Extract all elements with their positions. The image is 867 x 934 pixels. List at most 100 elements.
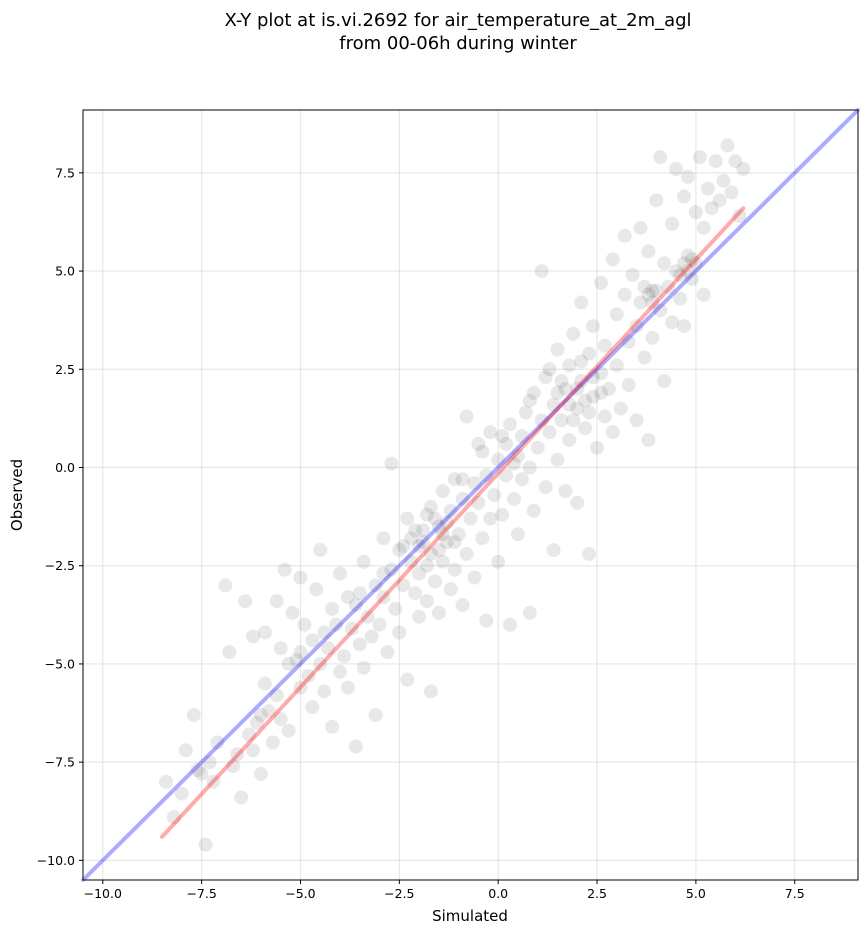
scatter-point (621, 334, 636, 349)
scatter-point (230, 747, 245, 762)
scatter-point (463, 511, 478, 526)
scatter-point (313, 543, 328, 557)
scatter-point (522, 460, 537, 475)
scatter-point (281, 656, 296, 671)
scatter-point (673, 268, 688, 282)
scatter-point (420, 507, 435, 522)
scatter-point (653, 303, 668, 318)
scatter-point (503, 617, 518, 632)
scatter-point (416, 523, 431, 538)
scatter-point (605, 252, 620, 267)
scatter-point (574, 354, 589, 369)
scatter-point (439, 515, 454, 530)
x-axis-label: Simulated (432, 907, 508, 925)
y-tick-label: 5.0 (55, 264, 75, 279)
scatter-point (159, 774, 174, 789)
scatter-point (645, 295, 660, 310)
scatter-point (582, 405, 597, 420)
scatter-point (590, 440, 605, 455)
scatter-point (696, 287, 711, 302)
scatter-point (574, 374, 589, 389)
y-tick-label: −7.5 (45, 755, 75, 770)
scatter-point (728, 154, 743, 169)
scatter-point (499, 436, 514, 451)
scatter-point (534, 413, 549, 428)
scatter-point (522, 393, 537, 408)
scatter-point (673, 291, 688, 306)
scatter-point (234, 790, 249, 805)
scatter-point (582, 346, 597, 361)
y-tick-label: −5.0 (45, 656, 75, 671)
scatter-point (333, 664, 348, 679)
scatter-point (546, 397, 561, 412)
scatter-point (257, 676, 272, 691)
scatter-point (301, 668, 316, 683)
scatter-point (491, 554, 506, 569)
scatter-point (495, 429, 510, 444)
scatter-point (649, 193, 664, 208)
scatter-point (510, 527, 525, 542)
y-tick-label: 0.0 (55, 460, 75, 475)
scatter-point (696, 220, 711, 235)
scatter-point (269, 594, 284, 609)
scatter-point (601, 381, 616, 396)
scatter-point (649, 283, 664, 298)
scatter-point (479, 468, 494, 483)
scatter-point (178, 743, 193, 758)
scatter-point (629, 319, 644, 334)
scatter-point (408, 586, 423, 601)
scatter-point (562, 433, 577, 447)
scatter-point (336, 649, 351, 664)
scatter-point (447, 562, 462, 577)
axis-ticks: −10.0 −7.5 −5.0 −2.5 0.0 2.5 5.0 7.5 −10.0 −7.5 −5… (37, 165, 805, 901)
scatter-point (431, 519, 446, 534)
scatter-point (669, 264, 684, 279)
scatter-point (238, 594, 253, 609)
scatter-point (257, 625, 272, 640)
scatter-point (166, 810, 181, 825)
scatter-point (427, 511, 442, 526)
scatter-point (435, 484, 450, 499)
scatter-point (684, 271, 699, 286)
scatter-point (732, 209, 747, 224)
scatter-point (633, 220, 648, 235)
scatter-point (506, 491, 521, 506)
scatter-point (273, 711, 288, 726)
scatter-point (629, 413, 644, 428)
scatter-point (562, 358, 577, 373)
scatter-point (352, 586, 367, 601)
scatter-point (309, 582, 324, 597)
scatter-point (384, 456, 399, 471)
scatter-point (550, 342, 565, 357)
scatter-point (246, 743, 261, 758)
scatter-point (597, 338, 612, 353)
scatter-point (253, 708, 268, 722)
scatter-point (641, 287, 656, 302)
scatter-point (455, 472, 470, 487)
scatter-point (269, 688, 284, 703)
scatter-point (297, 617, 312, 632)
scatter-point (226, 759, 241, 774)
scatter-point (597, 409, 612, 424)
y-tick-label: −10.0 (37, 853, 75, 868)
scatter-point (198, 837, 213, 852)
scatter-point (439, 535, 454, 550)
scatter-point (325, 601, 340, 616)
scatter-point (431, 605, 446, 620)
plot-frame (82, 109, 859, 881)
scatter-point (574, 295, 589, 310)
scatter-point (720, 138, 735, 153)
scatter-point (431, 543, 446, 557)
scatter-point (680, 264, 695, 279)
scatter-point (641, 244, 656, 259)
scatter-point (506, 456, 521, 471)
scatter-point (680, 248, 695, 263)
scatter-point (451, 527, 466, 542)
scatter-point (704, 201, 719, 216)
scatter-point (700, 181, 715, 196)
scatter-point (684, 252, 699, 267)
scatter-point (657, 256, 672, 271)
scatter-point (396, 578, 411, 593)
scatter-point (680, 169, 695, 184)
scatter-point (716, 173, 731, 188)
